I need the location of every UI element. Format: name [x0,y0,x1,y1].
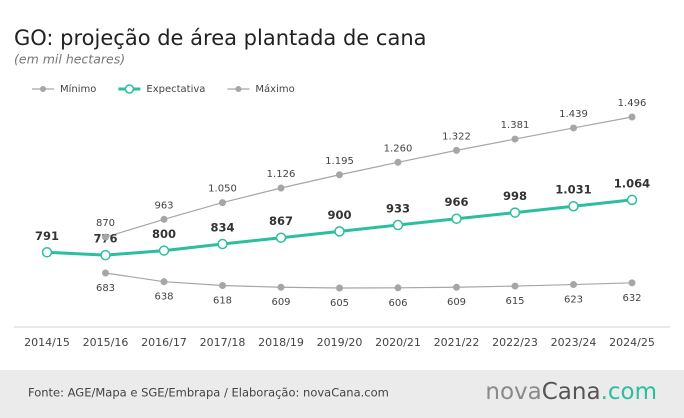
data-point [277,283,285,291]
data-label: 834 [210,221,234,235]
data-point [158,245,170,256]
data-label: 800 [152,227,176,241]
logo-part: .com [601,379,657,405]
data-label: 933 [386,202,410,216]
data-label: 963 [154,200,173,211]
chart-subtitle: (em mil hectares) [14,52,125,67]
data-point [217,238,228,250]
x-tick-label: 2015/16 [83,336,129,349]
data-point [102,269,109,277]
data-point [570,281,577,289]
data-label: 1.126 [267,169,296,180]
data-point [570,124,577,132]
logo-part: nova [485,379,541,405]
data-label: 1.050 [208,184,237,195]
data-label: 867 [269,214,293,228]
x-tick-label: 2018/19 [258,336,304,349]
data-label: 1.064 [614,176,650,190]
x-tick-label: 2021/22 [434,336,480,349]
data-label: 1.322 [442,131,471,142]
logo: novaCana.com [485,379,657,405]
data-point [100,249,111,261]
data-label: 1.195 [325,156,354,167]
data-label: 618 [213,296,232,307]
data-point [394,284,402,292]
data-label: 605 [330,298,349,309]
legend-marker [40,86,46,92]
x-tick-label: 2023/24 [551,336,597,349]
x-tick-label: 2019/20 [317,336,363,349]
data-label: 1.439 [559,109,588,120]
data-point [275,232,287,243]
x-tick-label: 2024/25 [609,336,655,349]
data-point [334,226,345,237]
x-tick-label: 2020/21 [375,336,421,349]
data-point [219,282,226,290]
legend-marker [235,86,242,92]
data-point [511,282,519,290]
data-label: 791 [35,229,59,243]
data-label: 998 [503,189,527,203]
x-tick-label: 2017/18 [200,336,246,349]
data-point [219,199,226,207]
data-point [336,284,343,292]
data-point [277,184,285,192]
data-label: 638 [154,292,173,303]
data-point [392,219,404,231]
legend-label: Máximo [255,83,294,95]
data-point [511,135,519,143]
x-tick-label: 2014/15 [24,336,70,349]
source: Fonte: AGE/Mapa e SGE/Embrapa / Elaboraç… [28,386,389,400]
data-label: 1.381 [501,120,530,131]
data-point [160,215,168,223]
data-point [628,113,636,121]
legend-marker [124,84,135,94]
x-tick-label: 2016/17 [141,336,187,349]
data-label: 632 [622,293,641,304]
data-label: 615 [505,296,524,307]
data-label: 1.260 [384,143,413,154]
data-point [453,146,460,154]
data-label: 966 [444,195,468,209]
data-point [453,283,460,291]
footer [0,370,684,418]
data-label: 609 [447,297,466,308]
data-point [160,278,168,286]
logo-part: Cana [542,379,601,405]
data-point [568,200,579,212]
data-point [626,194,638,206]
x-tick-label: 2022/23 [492,336,538,349]
data-point [509,207,521,218]
data-label: 606 [388,298,407,309]
data-label: 1.031 [555,183,591,197]
data-label: 870 [96,218,115,229]
data-label: 609 [271,297,290,308]
data-point [336,171,343,179]
data-point [102,233,109,241]
data-label: 683 [96,283,115,294]
data-label: 1.496 [618,98,647,109]
series-line [105,272,633,289]
data-point [451,213,462,224]
series-line [105,116,633,238]
data-point [41,247,53,258]
chart-title: GO: projeção de área plantada de cana [14,26,427,50]
data-label: 623 [564,295,583,306]
data-point [628,279,636,287]
data-label: 900 [327,208,351,222]
data-point [394,158,402,166]
legend-label: Expectativa [146,84,205,95]
legend-label: Mínimo [60,83,96,95]
